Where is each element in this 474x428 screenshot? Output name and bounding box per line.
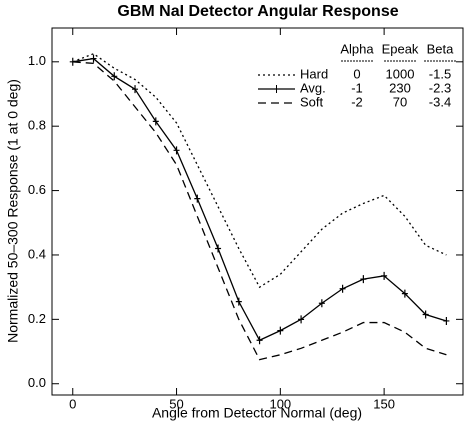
legend-label: Hard [300, 66, 328, 81]
point-marker [152, 117, 159, 126]
point-marker [360, 275, 367, 284]
x-tick-label: 50 [169, 396, 183, 411]
legend-table-cell: -2 [351, 94, 363, 109]
legend-column-header: Beta [427, 41, 455, 56]
plot-frame [51, 27, 464, 396]
point-marker [256, 336, 263, 345]
point-marker [422, 310, 429, 319]
x-tick-label: 0 [69, 396, 76, 411]
x-tick-label: 150 [373, 396, 395, 411]
point-marker [381, 271, 388, 280]
point-marker [235, 297, 242, 306]
legend-label: Soft [300, 94, 324, 109]
legend-table-cell: -2.3 [429, 80, 451, 95]
y-tick-label: 0.0 [28, 375, 46, 390]
point-marker [339, 284, 346, 293]
legend-table-cell: 0 [353, 66, 360, 81]
point-marker [318, 299, 325, 308]
x-tick-label: 100 [269, 396, 291, 411]
chart-title: GBM NaI Detector Angular Response [117, 3, 398, 20]
series-line [72, 53, 447, 289]
legend-label: Avg. [300, 80, 326, 95]
y-tick-label: 0.6 [28, 182, 46, 197]
legend-swatch [273, 85, 280, 93]
point-marker [298, 315, 305, 324]
y-tick-label: 1.0 [28, 53, 46, 68]
point-marker [90, 54, 97, 63]
legend-table-cell: -3.4 [429, 94, 451, 109]
point-marker [111, 72, 118, 81]
legend-table-cell: 230 [389, 80, 411, 95]
point-marker [194, 194, 201, 203]
legend-table-cell: -1.5 [429, 66, 451, 81]
point-marker [215, 244, 222, 253]
series-line [72, 61, 447, 361]
point-marker [173, 146, 180, 155]
legend-table-cell: 70 [393, 94, 407, 109]
x-axis-label: Angle from Detector Normal (deg) [152, 405, 362, 421]
series-line [72, 57, 447, 342]
point-marker [277, 326, 284, 335]
point-marker [443, 316, 450, 325]
y-tick-label: 0.8 [28, 118, 46, 133]
legend-table-cell: -1 [351, 80, 363, 95]
legend-column-header: Epeak [382, 41, 419, 56]
point-marker [401, 289, 408, 298]
y-axis-label: Normalized 50–300 Response (1 at 0 deg) [5, 79, 21, 343]
legend-table-cell: 1000 [386, 66, 415, 81]
point-marker [132, 85, 139, 94]
y-tick-label: 0.4 [28, 246, 46, 261]
y-tick-label: 0.2 [28, 311, 46, 326]
legend-column-header: Alpha [340, 41, 374, 56]
